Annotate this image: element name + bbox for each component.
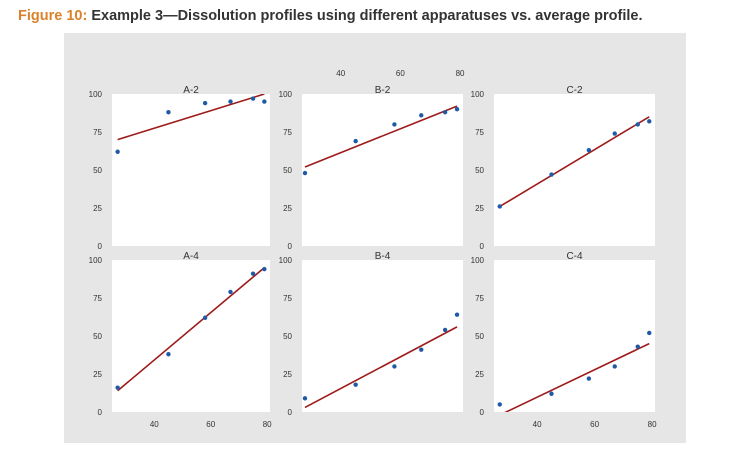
y-tick-label: 75 [475,128,484,137]
data-point-b-2 [454,107,460,112]
fit-line-b-4 [304,326,458,409]
data-point-c-4 [586,376,592,381]
y-tick-label: 100 [89,90,103,99]
data-point-c-2 [549,172,554,177]
data-point-a-4 [250,271,256,276]
y-tick-label: 100 [471,256,485,265]
y-tick-label: 25 [475,204,484,213]
data-point-b-2 [419,113,424,118]
y-tick-label: 0 [288,408,293,417]
y-tick-label: 25 [93,204,102,213]
data-point-b-4 [419,347,424,352]
data-point-b-4 [454,312,460,317]
fit-line-b-2 [304,105,458,168]
data-point-c-2 [647,119,652,124]
x-tick-label: 80 [456,69,465,78]
data-point-b-2 [302,170,308,176]
data-point-c-4 [647,330,652,336]
data-point-b-4 [302,396,308,401]
y-tick-label: 25 [283,204,292,213]
y-tick-label: 0 [288,242,293,251]
plot-area-b-2 [302,94,463,246]
data-point-a-4 [262,266,267,272]
panel-title-c-4: C-4 [566,251,583,262]
y-tick-label: 0 [98,408,103,417]
y-tick-label: 0 [480,408,485,417]
y-tick-label: 100 [471,90,485,99]
x-tick-label: 60 [590,420,599,429]
panel-title-c-2: C-2 [566,85,583,96]
x-tick-label: 40 [150,420,159,429]
data-point-c-2 [497,204,502,209]
y-tick-label: 50 [475,166,484,175]
data-point-c-2 [635,122,640,127]
y-tick-label: 100 [89,256,103,265]
y-tick-label: 50 [93,166,102,175]
data-point-a-2 [228,99,233,104]
fit-line-a-2 [117,94,265,141]
data-point-c-2 [586,148,592,153]
x-tick-label: 40 [533,420,542,429]
figure-caption: Example 3—Dissolution profiles using dif… [91,8,643,24]
fit-line-a-4 [117,266,265,392]
y-tick-label: 25 [475,370,484,379]
plot-area-a-2 [112,94,270,246]
data-point-a-4 [166,352,171,357]
data-point-a-2 [115,149,120,154]
data-point-b-2 [392,122,397,127]
panel-title-b-2: B-2 [375,85,391,96]
panel-title-a-2: A-2 [183,85,199,96]
data-point-a-4 [228,289,233,295]
plot-area-c-2 [494,94,655,246]
data-point-b-4 [353,382,358,387]
data-point-b-2 [442,110,448,115]
x-tick-label: 60 [396,69,405,78]
data-point-c-4 [612,364,617,369]
y-tick-label: 75 [475,294,484,303]
y-tick-label: 25 [283,370,292,379]
x-tick-label: 40 [336,69,345,78]
fit-line-c-2 [499,116,650,208]
data-point-a-2 [250,96,256,101]
data-point-c-4 [497,402,502,407]
panel-title-a-4: A-4 [183,251,199,262]
y-tick-label: 50 [283,166,292,175]
data-point-b-2 [353,138,358,144]
y-tick-label: 25 [93,370,102,379]
plot-area-b-4 [302,260,463,412]
figure-label: Figure 10: [18,8,88,24]
data-point-c-4 [549,391,554,396]
data-point-b-4 [392,364,397,369]
plot-area-c-4 [494,260,655,412]
y-tick-label: 75 [283,294,292,303]
y-tick-label: 0 [480,242,485,251]
y-tick-label: 50 [283,332,292,341]
y-tick-label: 0 [98,242,103,251]
x-tick-label: 80 [648,420,657,429]
data-point-c-4 [635,344,640,349]
panel-title-b-4: B-4 [375,251,391,262]
y-tick-label: 100 [279,90,293,99]
y-tick-label: 100 [279,256,293,265]
y-tick-label: 75 [93,128,102,137]
data-point-b-4 [442,327,448,333]
x-tick-label: 60 [206,420,215,429]
data-point-a-2 [166,110,171,115]
y-tick-label: 50 [475,332,484,341]
y-tick-label: 50 [93,332,102,341]
fit-line-c-4 [504,342,650,412]
data-point-a-2 [202,100,208,106]
data-point-a-2 [262,99,267,104]
figure-title: Figure 10: Example 3—Dissolution profile… [18,8,642,24]
data-point-a-4 [202,315,208,320]
data-point-a-4 [115,385,120,390]
x-tick-label: 80 [263,420,272,429]
y-tick-label: 75 [283,128,292,137]
y-tick-label: 75 [93,294,102,303]
data-point-c-2 [612,131,617,136]
